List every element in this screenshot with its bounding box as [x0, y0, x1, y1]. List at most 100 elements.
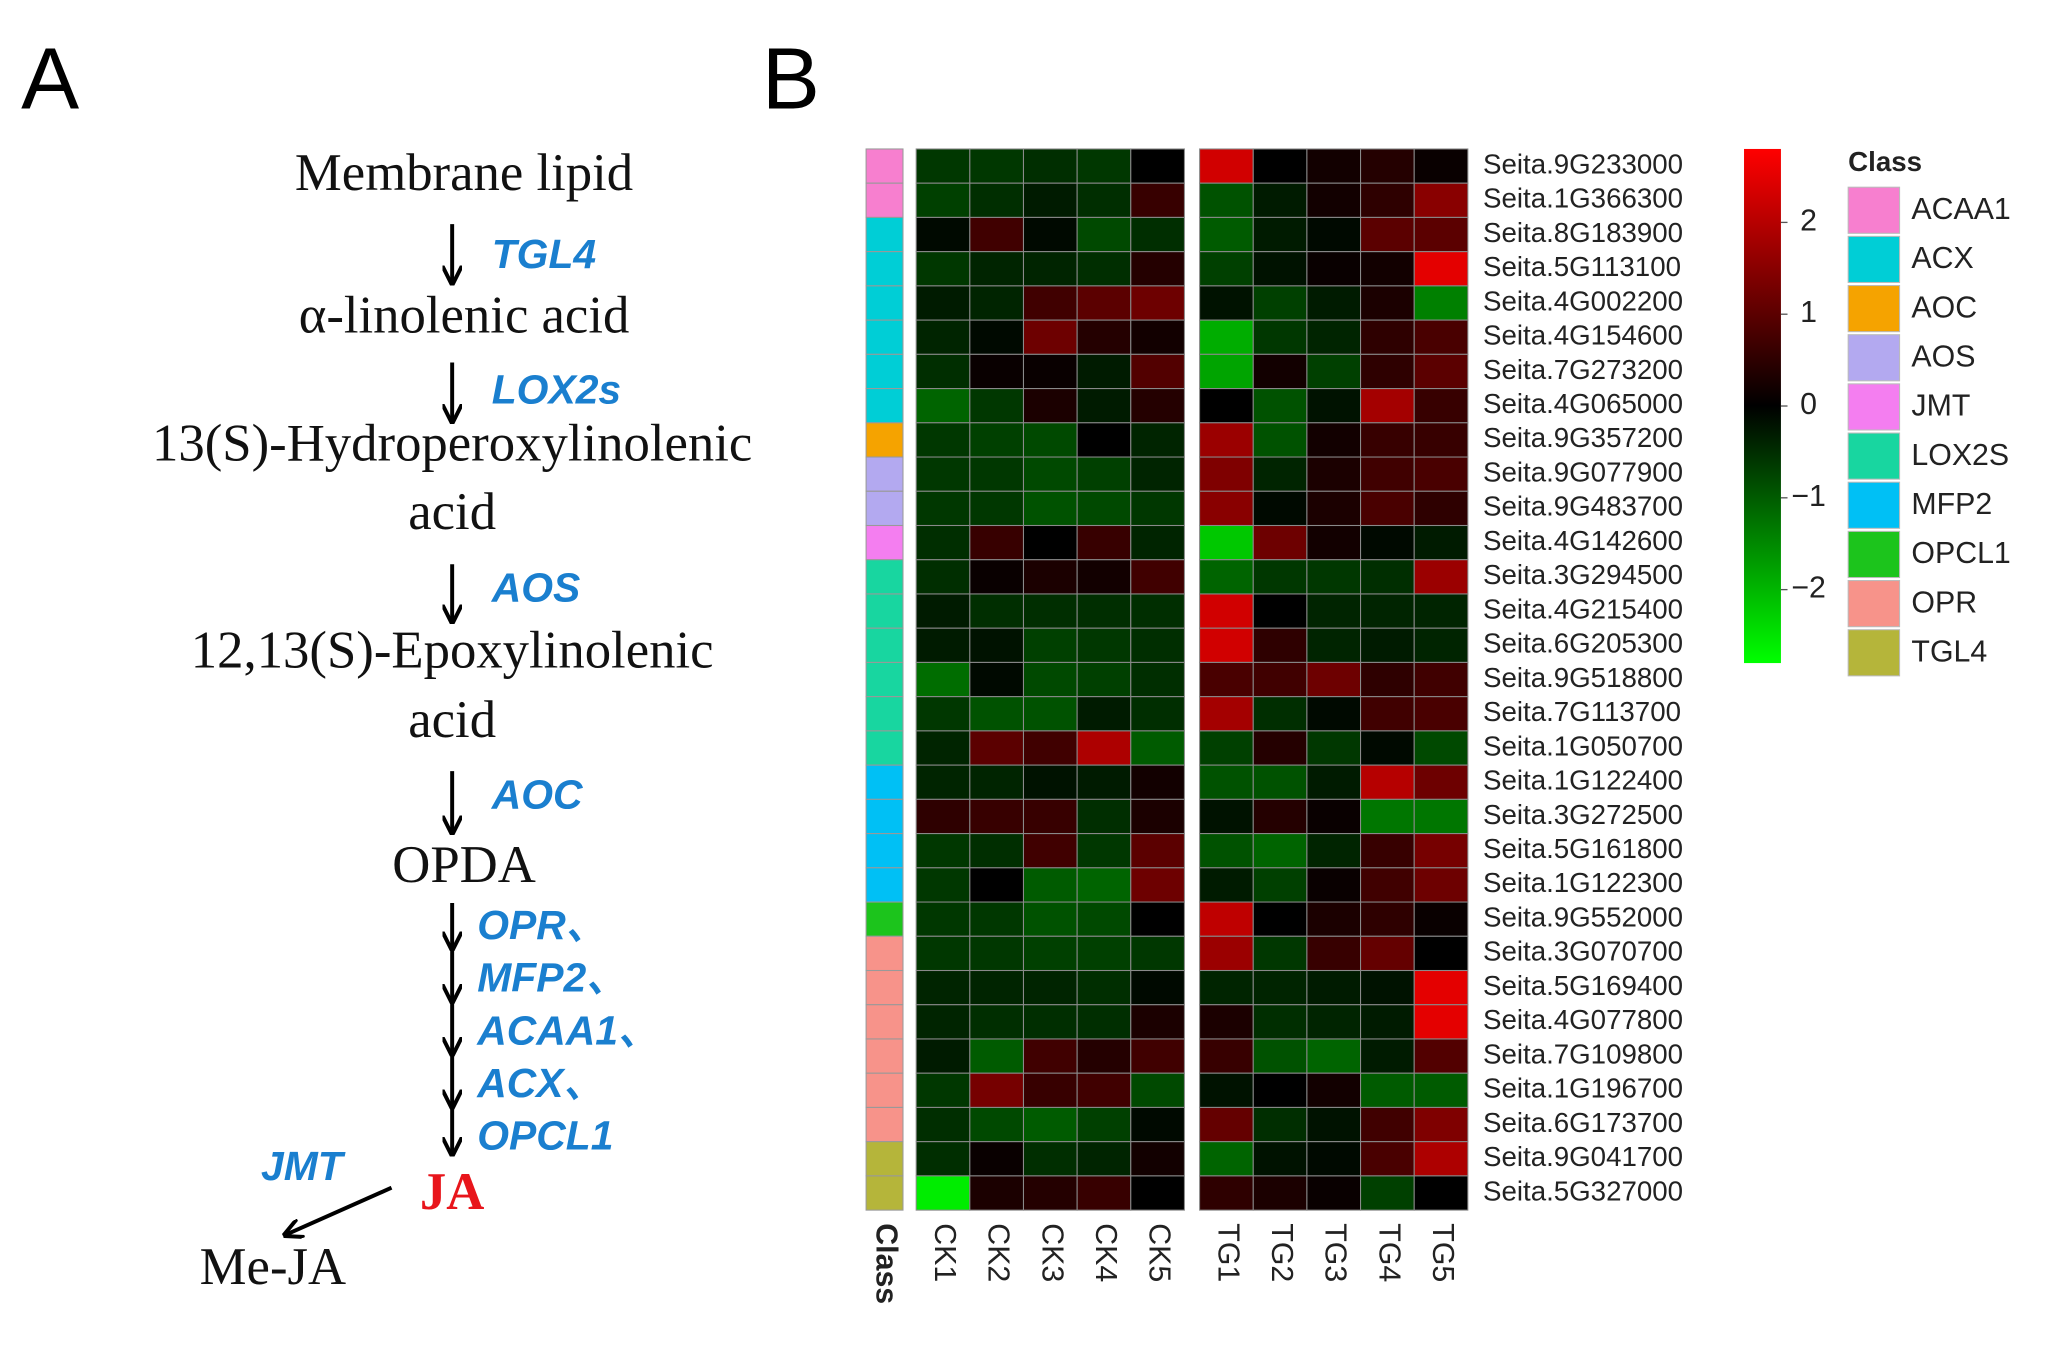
- heatmap-cell: [969, 524, 1025, 561]
- heatmap-cell: [1413, 559, 1469, 595]
- heatmap-cell: [969, 935, 1025, 972]
- legend-label: LOX2S: [1911, 439, 2009, 472]
- column-label: CK2: [982, 1223, 1015, 1282]
- heatmap-cell: [1130, 1106, 1185, 1143]
- heatmap-cell: [1360, 696, 1415, 732]
- heatmap-cell: [1413, 627, 1469, 663]
- heatmap-cell: [915, 422, 971, 458]
- heatmap-cell: [1413, 422, 1469, 458]
- heatmap-cell: [1306, 867, 1362, 903]
- heatmap-cell: [1076, 559, 1132, 595]
- heatmap-cell: [1360, 182, 1415, 218]
- heatmap-cell: [1252, 1038, 1308, 1074]
- heatmap-cell: [915, 559, 971, 595]
- heatmap-cell: [1306, 490, 1362, 527]
- row-label: Seita.6G173700: [1483, 1107, 1683, 1138]
- heatmap-cell: [969, 422, 1025, 458]
- row-label: Seita.4G142600: [1483, 525, 1683, 556]
- heatmap-cell: [969, 388, 1025, 424]
- heatmap-cell: [1306, 1038, 1362, 1074]
- heatmap-cell: [1252, 1072, 1308, 1108]
- heatmap-cell: [1130, 285, 1185, 321]
- heatmap-cell: [1360, 216, 1415, 253]
- row-label: Seita.7G273200: [1483, 354, 1683, 385]
- panel-label: A: [21, 31, 79, 128]
- class-cell: [865, 1175, 904, 1211]
- column-label: CK4: [1089, 1223, 1122, 1282]
- heatmap-cell: [1199, 251, 1254, 287]
- pathway-node: acid: [408, 483, 496, 541]
- heatmap-cell: [1252, 1004, 1308, 1040]
- class-cell: [865, 798, 904, 835]
- heatmap-cell: [969, 251, 1025, 287]
- heatmap-cell: [915, 456, 971, 492]
- heatmap-cell: [1199, 216, 1254, 253]
- heatmap-cell: [1413, 935, 1469, 972]
- heatmap-cell: [1130, 1038, 1185, 1074]
- heatmap-cell: [915, 388, 971, 424]
- heatmap-cell: [1076, 1106, 1132, 1143]
- heatmap-cell: [1022, 490, 1078, 527]
- heatmap-cell: [1130, 1141, 1185, 1177]
- class-cell: [865, 867, 904, 903]
- legend-swatch: [1847, 285, 1901, 333]
- heatmap-cell: [1413, 969, 1469, 1006]
- heatmap-cell: [915, 935, 971, 972]
- heatmap-cell: [1252, 251, 1308, 287]
- heatmap-cell: [1252, 901, 1308, 937]
- legend-label: AOS: [1911, 340, 1975, 373]
- heatmap-cell: [1413, 388, 1469, 424]
- row-label: Seita.7G113700: [1483, 696, 1681, 727]
- heatmap-cell: [915, 1072, 971, 1108]
- row-label: Seita.3G070700: [1483, 936, 1683, 967]
- heatmap-cell: [1076, 148, 1132, 184]
- class-cell: [865, 216, 904, 253]
- class-cell: [865, 764, 904, 800]
- pathway-node: Me-JA: [200, 1238, 346, 1296]
- heatmap-cell: [1306, 1072, 1362, 1108]
- heatmap-cell: [1252, 764, 1308, 800]
- class-cell: [865, 559, 904, 595]
- heatmap-cell: [1360, 285, 1415, 321]
- row-label: Seita.1G122300: [1483, 867, 1683, 898]
- heatmap-cell: [1076, 935, 1132, 972]
- heatmap-cell: [1360, 524, 1415, 561]
- heatmap-cell: [915, 251, 971, 287]
- heatmap-cell: [1306, 798, 1362, 835]
- heatmap-cell: [1199, 422, 1254, 458]
- heatmap-cell: [1130, 798, 1185, 835]
- row-label: Seita.4G077800: [1483, 1004, 1683, 1035]
- heatmap-cell: [1306, 833, 1362, 869]
- heatmap-cell: [1076, 1038, 1132, 1074]
- heatmap-cell: [1199, 182, 1254, 218]
- class-cell: [865, 524, 904, 561]
- heatmap-cell: [1306, 456, 1362, 492]
- heatmap-cell: [1130, 833, 1185, 869]
- heatmap-cell: [1199, 969, 1254, 1006]
- enzyme: OPR、: [477, 902, 606, 948]
- colorbar-tick-label: −2: [1791, 572, 1826, 605]
- heatmap-cell: [1199, 285, 1254, 321]
- row-label: Seita.6G205300: [1483, 628, 1683, 659]
- heatmap-cell: [1360, 867, 1415, 903]
- row-label: Seita.1G196700: [1483, 1073, 1683, 1104]
- heatmap-cell: [1199, 1004, 1254, 1040]
- heatmap-cell: [1022, 353, 1078, 390]
- heatmap-cell: [1360, 1072, 1415, 1108]
- enzyme: JMT: [261, 1143, 346, 1189]
- heatmap-cell: [1022, 285, 1078, 321]
- row-label: Seita.9G357200: [1483, 422, 1683, 453]
- heatmap-cell: [1306, 251, 1362, 287]
- enzyme: ACX、: [476, 1060, 604, 1106]
- heatmap-cell: [1306, 935, 1362, 972]
- heatmap-cell: [915, 1141, 971, 1177]
- heatmap-cell: [1252, 559, 1308, 595]
- heatmap-cell: [1076, 388, 1132, 424]
- class-cell: [865, 901, 904, 937]
- enzyme: OPCL1: [477, 1113, 613, 1159]
- heatmap-cell: [1022, 661, 1078, 698]
- row-label: Seita.9G483700: [1483, 491, 1683, 522]
- heatmap-cell: [1360, 764, 1415, 800]
- column-label: CK5: [1143, 1223, 1176, 1282]
- pathway-node: Membrane lipid: [295, 144, 633, 202]
